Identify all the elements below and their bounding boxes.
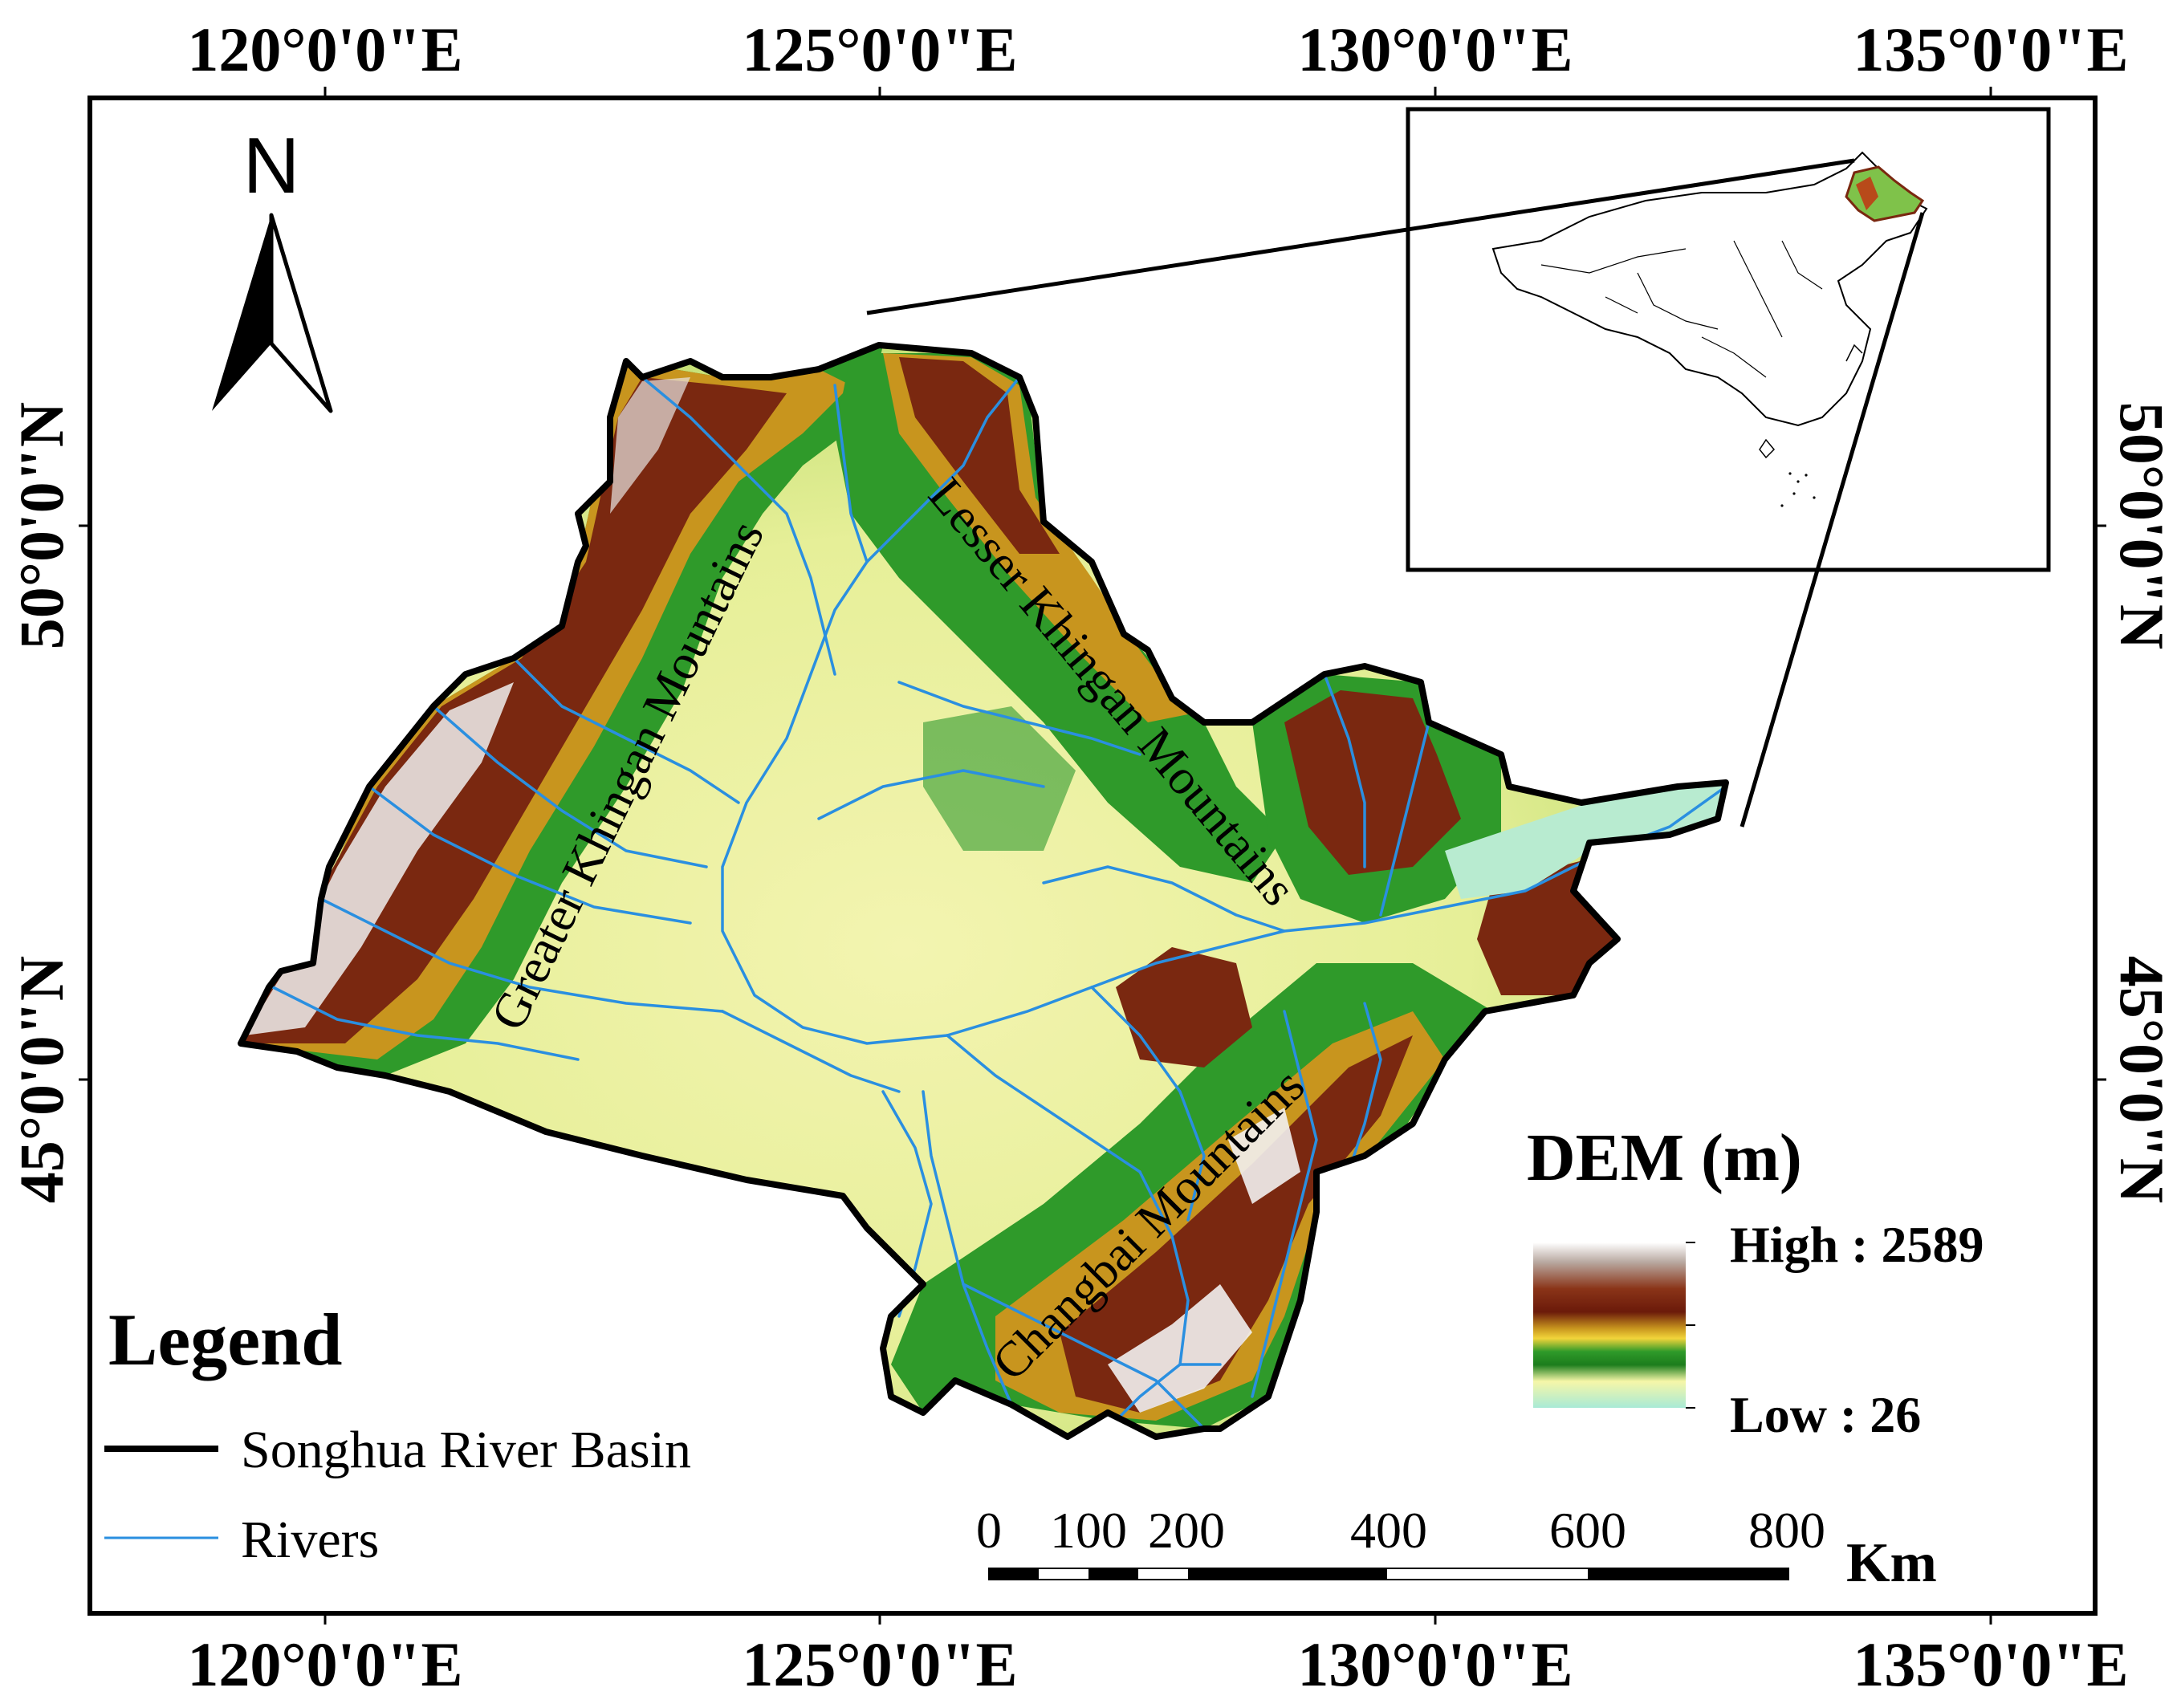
lon-label-top-2: 125°0'0"E bbox=[742, 14, 1017, 84]
scale-bar: 0 100 200 400 600 800 Km bbox=[976, 1502, 1937, 1594]
scale-label-0: 0 bbox=[976, 1502, 1002, 1559]
inset-map bbox=[1406, 107, 2051, 572]
north-label: N bbox=[243, 121, 300, 209]
lat-label-left-2: 45°0'0"N bbox=[6, 956, 76, 1204]
lon-label-top-4: 135°0'0"E bbox=[1853, 14, 2128, 84]
lon-label-bottom-4: 135°0'0"E bbox=[1853, 1629, 2128, 1699]
scale-label-600: 600 bbox=[1549, 1502, 1626, 1559]
graticule-ticks bbox=[79, 87, 2106, 1625]
dem-colorbar bbox=[1533, 1242, 1686, 1408]
scale-unit: Km bbox=[1846, 1532, 1937, 1594]
legend-title: Legend bbox=[108, 1299, 342, 1381]
lon-label-bottom-1: 120°0'0"E bbox=[187, 1629, 462, 1699]
lat-label-right-2: 45°0'0"N bbox=[2107, 956, 2177, 1204]
inset-connector-top bbox=[866, 158, 1855, 315]
legend-label-rivers: Rivers bbox=[241, 1511, 379, 1569]
lat-label-right-1: 50°0'0"N bbox=[2107, 402, 2177, 650]
scale-label-200: 200 bbox=[1148, 1502, 1225, 1559]
legend-label-basin: Songhua River Basin bbox=[241, 1421, 691, 1479]
dem-high-label: High : 2589 bbox=[1730, 1216, 1984, 1273]
basin-boundary bbox=[238, 342, 1729, 1440]
north-arrow-icon: N bbox=[212, 121, 333, 413]
dem-low-label: Low : 26 bbox=[1730, 1386, 1921, 1443]
dem-legend-title: DEM (m) bbox=[1527, 1120, 1802, 1195]
inset-connector-bottom bbox=[1740, 212, 1925, 828]
scale-label-400: 400 bbox=[1350, 1502, 1427, 1559]
lon-label-bottom-2: 125°0'0"E bbox=[742, 1629, 1017, 1699]
scale-label-100: 100 bbox=[1050, 1502, 1127, 1559]
lon-label-top-1: 120°0'0"E bbox=[187, 14, 462, 84]
inset-china-outline bbox=[1491, 151, 1928, 427]
scale-label-800: 800 bbox=[1748, 1502, 1825, 1559]
lat-label-left-1: 50°0'0"N bbox=[6, 402, 76, 650]
river-network bbox=[271, 376, 1726, 1430]
map-frame bbox=[87, 96, 2098, 1616]
lon-label-top-3: 130°0'0"E bbox=[1297, 14, 1573, 84]
lon-label-bottom-3: 130°0'0"E bbox=[1297, 1629, 1573, 1699]
